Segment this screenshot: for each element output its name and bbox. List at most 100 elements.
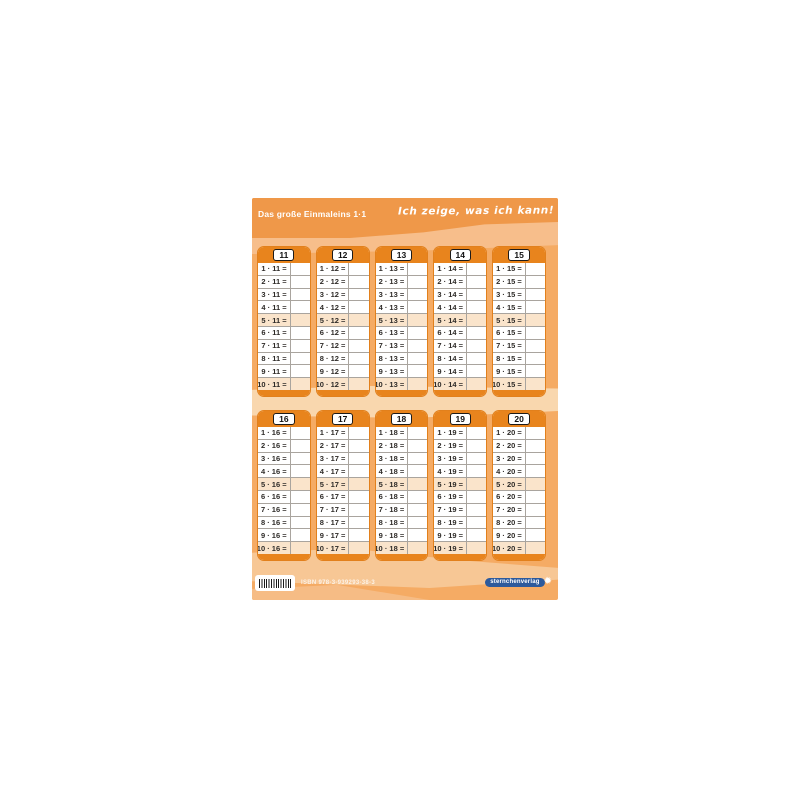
table-row: 4 · 17 =: [316, 464, 369, 478]
table-row: 1 · 18 =: [376, 427, 428, 439]
answer-cell: [408, 353, 427, 365]
answer-cell: [467, 440, 486, 452]
table-row: 3 · 12 =: [316, 287, 369, 301]
answer-cell: [467, 529, 486, 541]
answer-cell: [526, 453, 545, 465]
table-row: 3 · 19 =: [434, 451, 487, 465]
card-footer: [375, 390, 428, 396]
equation-label: 9 · 20 =: [493, 529, 526, 542]
equation-label: 7 · 18 =: [376, 503, 409, 516]
table-row: 4 · 18 =: [375, 464, 428, 478]
answer-cell: [408, 478, 427, 490]
equation-label: 2 · 18 =: [376, 439, 409, 452]
answer-cell: [526, 440, 545, 452]
table-row: 7 · 17 =: [316, 502, 369, 516]
card-body: 1 · 13 = 2 · 13 = 3 · 13 = 4 · 13 = 5 · 13 =…: [376, 263, 428, 390]
poster-title: Das große Einmaleins 1·1: [258, 209, 367, 219]
equation-label: 7 · 14 =: [434, 339, 468, 352]
equation-label: 9 · 14 =: [434, 365, 468, 378]
multiplication-card: 15 1 · 15 = 2 · 15 = 3 · 15 = 4 · 15 = 5 · 15…: [492, 246, 546, 397]
answer-cell: [408, 529, 427, 541]
publisher-logo: sternchenverlag ✹: [485, 577, 552, 587]
answer-cell: [349, 340, 368, 352]
poster-slogan: Ich zeige, was ich kann!: [397, 204, 555, 218]
card-number-badge: 18: [390, 413, 413, 425]
card-header: 15: [493, 247, 545, 263]
equation-label: 3 · 20 =: [493, 452, 526, 465]
answer-cell: [408, 440, 427, 452]
answer-cell: [349, 276, 368, 288]
answer-cell: [291, 289, 310, 301]
table-row: 3 · 20 =: [493, 451, 545, 465]
equation-label: 6 · 17 =: [317, 490, 350, 503]
answer-cell: [291, 491, 310, 503]
star-icon: ✹: [543, 576, 552, 587]
equation-label: 9 · 17 =: [317, 529, 350, 542]
answer-cell: [408, 504, 427, 516]
table-row: 8 · 20 =: [493, 515, 545, 529]
equation-label: 3 · 13 =: [376, 288, 409, 301]
equation-label: 2 · 17 =: [317, 439, 350, 452]
equation-label: 6 · 13 =: [376, 326, 409, 339]
multiplication-card: 13 1 · 13 = 2 · 13 = 3 · 13 = 4 · 13 = 5 · 13…: [374, 246, 429, 397]
equation-label: 7 · 16 =: [258, 503, 291, 516]
equation-label: 6 · 18 =: [376, 490, 409, 503]
equation-label: 9 · 12 =: [317, 365, 350, 378]
answer-cell: [291, 529, 310, 541]
equation-label: 4 · 14 =: [434, 301, 468, 314]
table-row: 9 · 14 =: [434, 364, 487, 378]
card-footer: [316, 554, 369, 560]
table-row: 7 · 18 =: [375, 502, 428, 516]
equation-label: 8 · 15 =: [493, 352, 526, 365]
table-row: 6 · 11 =: [258, 325, 310, 339]
answer-cell: [408, 365, 427, 377]
answer-cell: [349, 529, 368, 541]
answer-cell: [349, 504, 368, 516]
table-row: 9 · 16 =: [258, 528, 310, 542]
multiplication-card: 12 1 · 12 = 2 · 12 = 3 · 12 = 4 · 12 = 5 · 12…: [315, 246, 370, 397]
equation-label: 9 · 16 =: [258, 529, 291, 542]
table-row: 1 · 13 =: [376, 263, 428, 275]
equation-label: 8 · 20 =: [493, 516, 526, 529]
table-row: 7 · 12 =: [316, 338, 369, 352]
table-row: 8 · 16 =: [258, 515, 310, 529]
equation-label: 8 · 16 =: [258, 516, 291, 529]
answer-cell: [408, 327, 427, 339]
equation-label: 4 · 13 =: [376, 301, 409, 314]
table-row: 5 · 18 =: [375, 477, 428, 490]
equation-label: 3 · 17 =: [317, 452, 350, 465]
table-row: 5 · 16 =: [258, 477, 310, 490]
answer-cell: [349, 314, 368, 326]
answer-cell: [467, 427, 486, 439]
equation-label: 8 · 12 =: [317, 352, 350, 365]
table-row: 5 · 19 =: [434, 477, 487, 490]
table-row: 1 · 12 =: [317, 263, 369, 275]
equation-label: 1 · 13 =: [376, 263, 409, 275]
card-body: 1 · 20 = 2 · 20 = 3 · 20 = 4 · 20 = 5 · 20 =…: [493, 427, 545, 554]
answer-cell: [291, 427, 310, 439]
answer-cell: [526, 504, 545, 516]
multiplication-card: 20 1 · 20 = 2 · 20 = 3 · 20 = 4 · 20 = 5 · 20…: [492, 410, 546, 561]
answer-cell: [467, 314, 486, 326]
answer-cell: [349, 378, 368, 390]
answer-cell: [291, 378, 310, 390]
equation-label: 8 · 11 =: [258, 352, 291, 365]
answer-cell: [467, 289, 486, 301]
table-row: 5 · 11 =: [258, 313, 310, 326]
equation-label: 7 · 12 =: [317, 339, 350, 352]
table-row: 5 · 14 =: [434, 313, 487, 326]
answer-cell: [526, 276, 545, 288]
card-header: 18: [375, 411, 428, 427]
table-row: 4 · 11 =: [258, 300, 310, 314]
table-row: 9 · 17 =: [316, 528, 369, 542]
answer-cell: [526, 465, 545, 477]
answer-cell: [291, 478, 310, 490]
table-row: 9 · 18 =: [375, 528, 428, 542]
table-row: 8 · 15 =: [493, 351, 545, 365]
equation-label: 8 · 17 =: [317, 516, 350, 529]
isbn-text: ISBN 978-3-939293-38-3: [301, 580, 375, 586]
table-row: 6 · 14 =: [434, 325, 487, 339]
card-number-badge: 20: [508, 413, 530, 425]
card-number-badge: 19: [449, 413, 472, 425]
table-row: 10 · 13 =: [376, 377, 428, 390]
